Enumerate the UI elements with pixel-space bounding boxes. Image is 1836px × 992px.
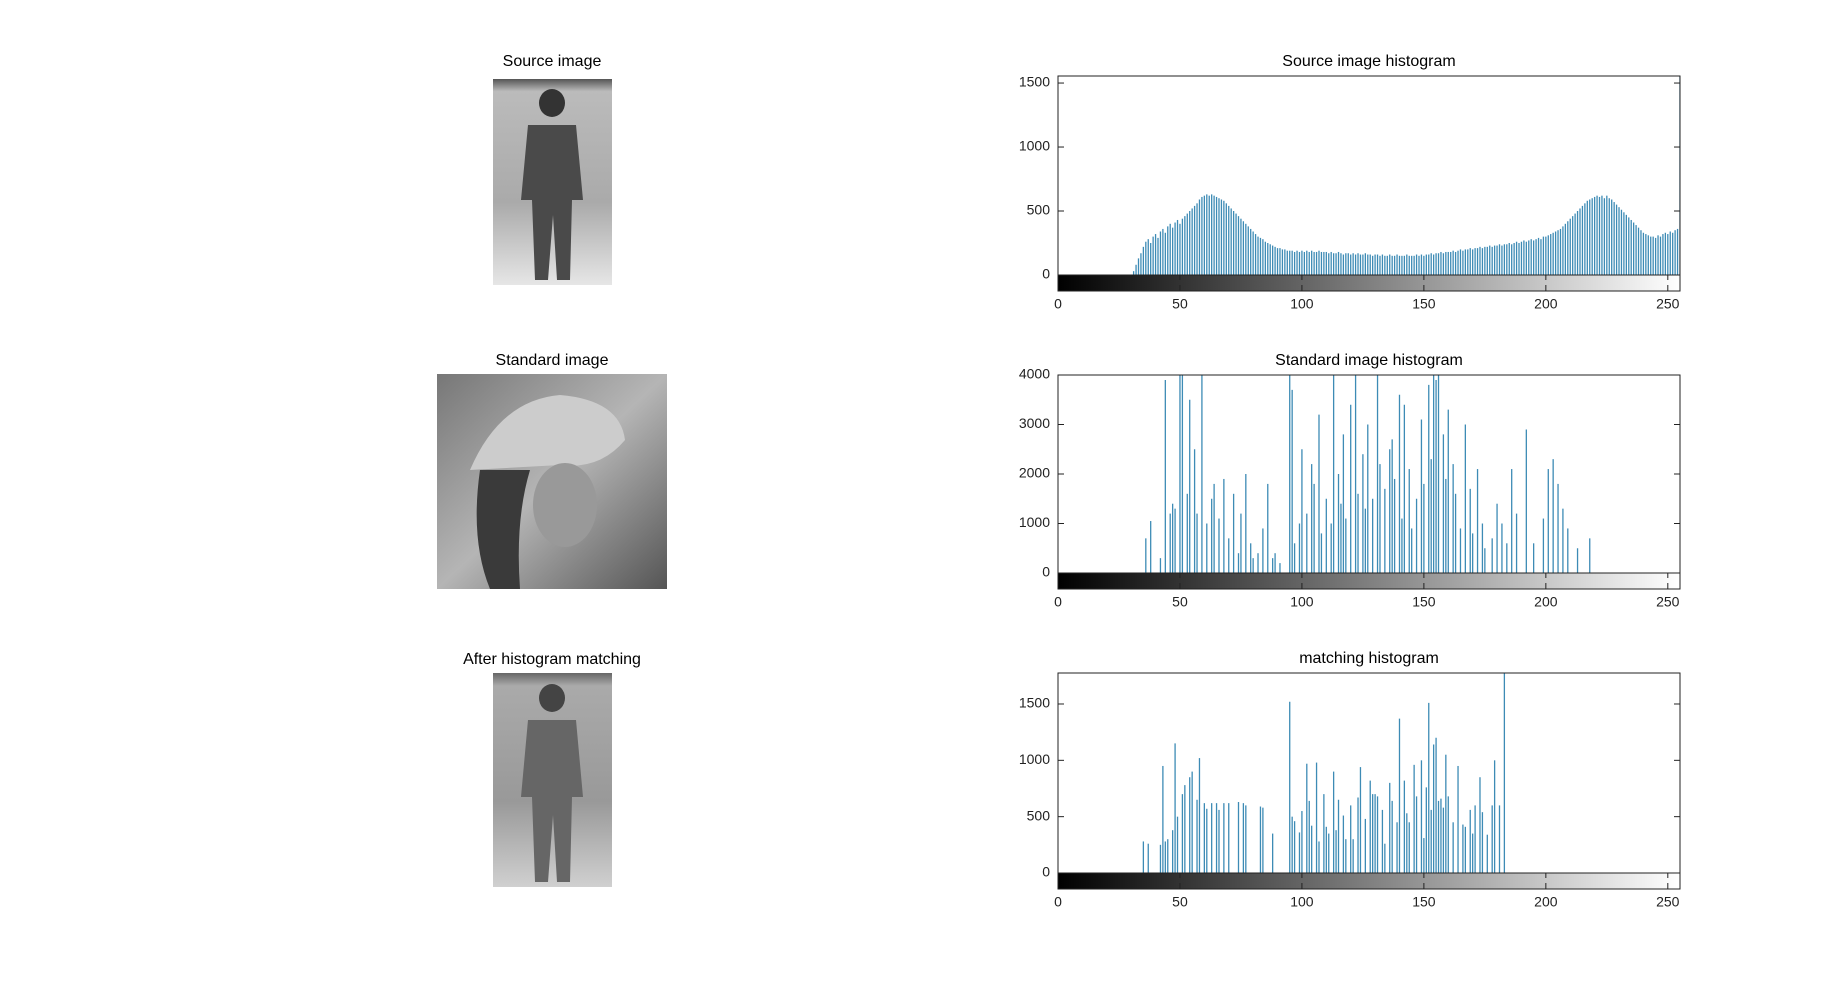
y-tick-label: 0 [1042, 864, 1050, 880]
stems [1132, 76, 1680, 275]
chart-title: matching histogram [1299, 650, 1439, 667]
x-tick-label: 250 [1656, 894, 1680, 910]
chart-title: Source image histogram [1282, 53, 1455, 70]
matched-image [493, 673, 612, 887]
x-tick-label: 150 [1412, 296, 1436, 312]
x-tick-label: 150 [1412, 594, 1436, 610]
colorbar [1057, 274, 1681, 292]
colorbar [1057, 872, 1681, 890]
x-tick-label: 100 [1290, 894, 1314, 910]
y-tick-label: 1000 [1019, 751, 1050, 767]
y-tick-label: 1000 [1019, 514, 1050, 530]
x-tick-label: 50 [1172, 594, 1188, 610]
x-tick-label: 0 [1054, 894, 1062, 910]
source-image [493, 79, 612, 285]
y-tick-label: 500 [1027, 807, 1051, 823]
plot-area [1058, 76, 1680, 275]
x-tick-label: 50 [1172, 894, 1188, 910]
y-tick-label: 4000 [1019, 366, 1050, 382]
plot-area [1058, 673, 1680, 873]
image-title: After histogram matching [463, 651, 641, 668]
stems [1142, 673, 1506, 873]
x-tick-label: 200 [1534, 594, 1558, 610]
y-tick-label: 0 [1042, 266, 1050, 282]
y-tick-label: 3000 [1019, 415, 1050, 431]
x-tick-label: 250 [1656, 594, 1680, 610]
x-tick-label: 200 [1534, 894, 1558, 910]
x-tick-label: 250 [1656, 296, 1680, 312]
image-title: Source image [503, 53, 602, 70]
x-tick-label: 0 [1054, 296, 1062, 312]
x-tick-label: 50 [1172, 296, 1188, 312]
chart-title: Standard image histogram [1275, 352, 1463, 369]
y-tick-label: 0 [1042, 564, 1050, 580]
stems [1145, 375, 1591, 573]
x-tick-label: 200 [1534, 296, 1558, 312]
x-tick-label: 100 [1290, 594, 1314, 610]
plot-area [1058, 375, 1680, 573]
image-title: Standard image [496, 352, 609, 369]
y-tick-label: 1500 [1019, 74, 1050, 90]
x-tick-label: 100 [1290, 296, 1314, 312]
y-tick-label: 1500 [1019, 695, 1050, 711]
y-tick-label: 2000 [1019, 465, 1050, 481]
standard-image [437, 374, 667, 589]
x-tick-label: 150 [1412, 894, 1436, 910]
y-tick-label: 500 [1027, 202, 1051, 218]
x-tick-label: 0 [1054, 594, 1062, 610]
y-tick-label: 1000 [1019, 138, 1050, 154]
colorbar [1057, 572, 1681, 590]
